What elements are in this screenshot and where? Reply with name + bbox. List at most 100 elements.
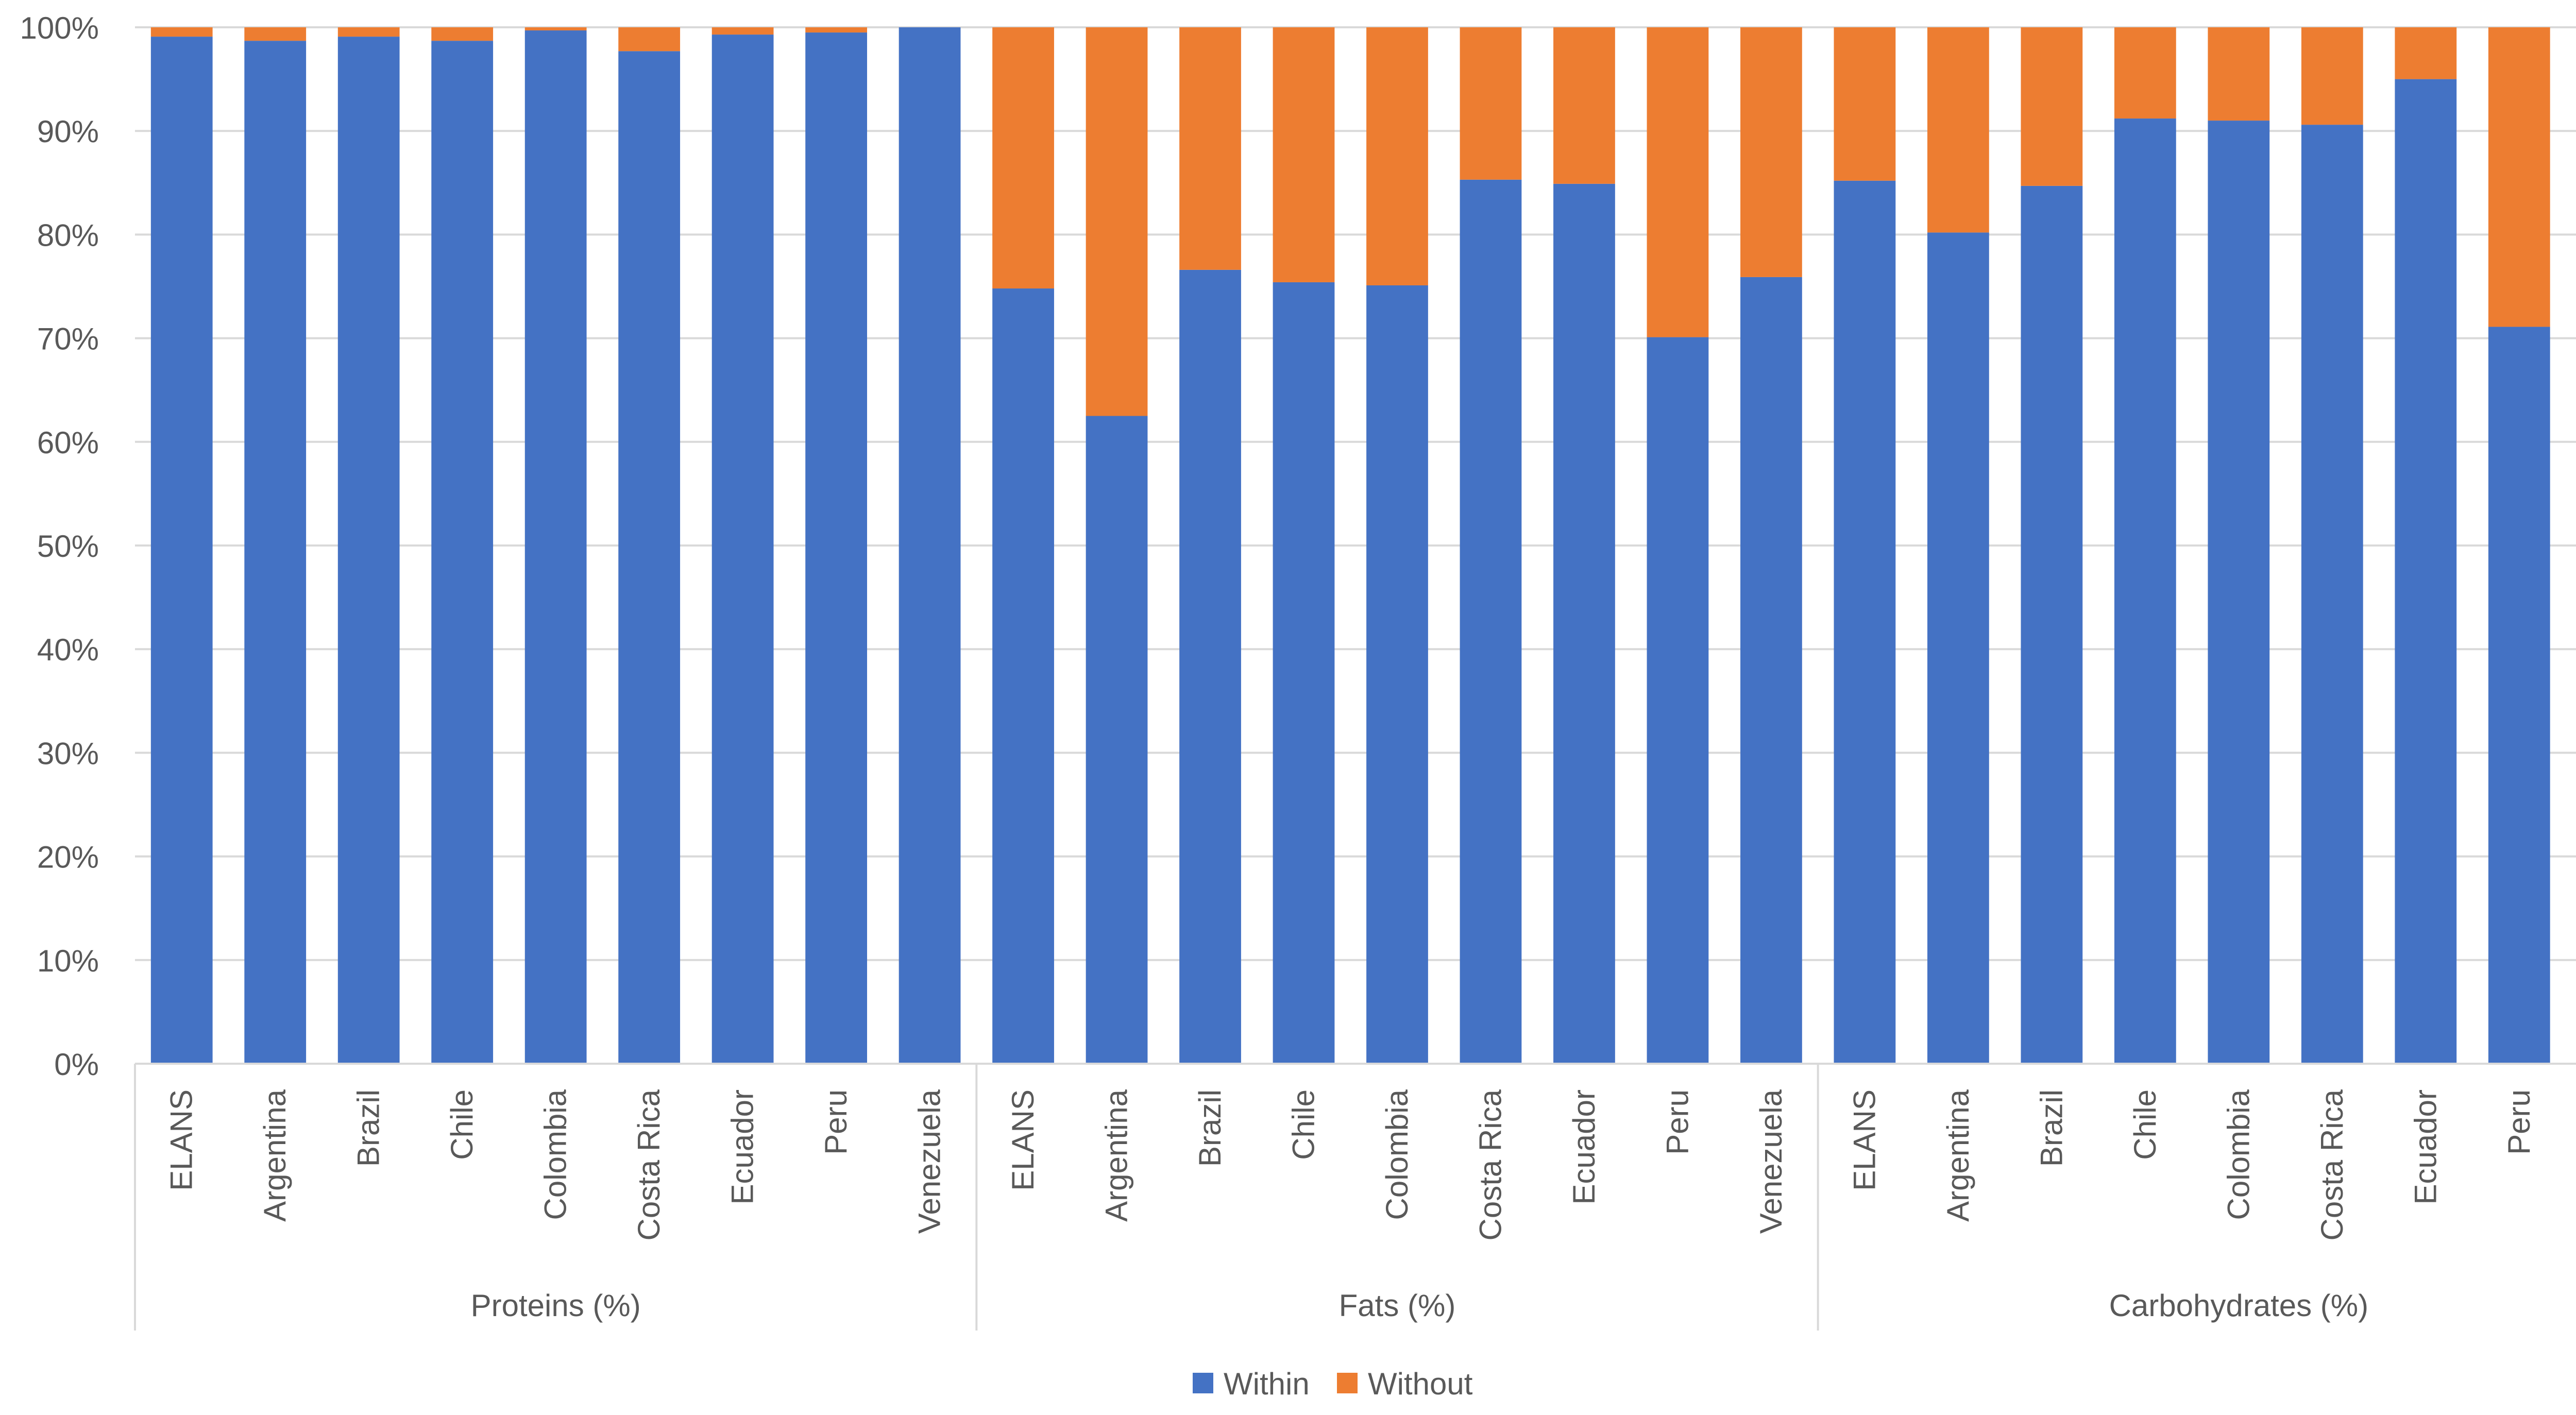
y-tick-label: 50%	[37, 529, 99, 564]
y-tick-label: 40%	[37, 633, 99, 667]
x-category-label: Peru	[2502, 1089, 2536, 1155]
bar-without	[2114, 27, 2176, 119]
x-group-label: Fats (%)	[1339, 1288, 1456, 1323]
bar-within	[244, 41, 307, 1064]
x-category-label: Ecuador	[1567, 1089, 1601, 1204]
bar-without	[1740, 27, 1802, 277]
bar-within	[992, 288, 1054, 1064]
bar-without	[1179, 27, 1241, 270]
x-category-label: Argentina	[1099, 1089, 1134, 1221]
bar-without	[711, 27, 774, 35]
x-category-label: ELANS	[1006, 1089, 1040, 1191]
bar-without	[431, 27, 494, 41]
x-category-label: Chile	[2128, 1089, 2162, 1160]
bar-without	[1086, 27, 1148, 416]
bar-within	[899, 27, 961, 1064]
legend-label-within: Within	[1224, 1367, 1310, 1401]
bar-without	[2395, 27, 2457, 79]
x-category-label: Costa Rica	[2315, 1089, 2349, 1240]
bar-without	[618, 27, 681, 52]
x-category-label: ELANS	[164, 1089, 199, 1191]
bar-without	[2301, 27, 2363, 125]
x-category-label: Colombia	[538, 1089, 573, 1220]
x-category-label: Brazil	[1193, 1089, 1227, 1167]
bar-within	[1460, 179, 1522, 1064]
bar-without	[1553, 27, 1615, 184]
bar-without	[1927, 27, 1989, 233]
y-tick-label: 90%	[37, 114, 99, 149]
bar-within	[1834, 180, 1896, 1064]
bar-without	[2021, 27, 2083, 186]
x-category-label: Peru	[1660, 1089, 1694, 1155]
bar-within	[1647, 337, 1709, 1064]
bar-within	[618, 51, 681, 1064]
bar-within	[2114, 118, 2176, 1064]
bar-without	[1647, 27, 1709, 337]
bar-within	[150, 37, 213, 1064]
bar-without	[1366, 27, 1428, 285]
x-category-label: Brazil	[351, 1089, 386, 1167]
bar-within	[2301, 125, 2363, 1064]
bar-without	[1460, 27, 1522, 180]
x-category-label: Costa Rica	[632, 1089, 666, 1240]
bar-within	[2488, 327, 2550, 1064]
bar-within	[1553, 183, 1615, 1064]
x-category-label: Argentina	[1941, 1089, 1975, 1221]
x-axis-category-labels: ELANS Argentina Brazil Chile Colombia Costa R…	[164, 1089, 2536, 1240]
x-category-label: Brazil	[2034, 1089, 2069, 1167]
bar-within	[1927, 232, 1989, 1064]
y-tick-label: 10%	[37, 944, 99, 978]
x-group-label: Proteins (%)	[471, 1288, 641, 1323]
bar-within	[2021, 185, 2083, 1064]
x-category-label: Chile	[445, 1089, 479, 1160]
bar-without	[2208, 27, 2270, 121]
x-category-label: Peru	[819, 1089, 853, 1155]
bar-without	[524, 27, 587, 31]
x-axis-group-labels: Proteins (%) Fats (%) Carbohydrates (%)	[471, 1288, 2368, 1323]
legend-swatch-within	[1193, 1373, 1213, 1393]
x-category-label: Venezuela	[1754, 1089, 1788, 1234]
bar-within	[2395, 79, 2457, 1064]
x-category-label: Ecuador	[2408, 1089, 2443, 1204]
bar-within	[805, 32, 867, 1064]
bar-without	[1273, 27, 1335, 282]
bar-within	[2208, 121, 2270, 1064]
legend-swatch-without	[1337, 1373, 1358, 1393]
bar-without	[992, 27, 1054, 289]
x-category-label: Costa Rica	[1473, 1089, 1507, 1240]
bar-within	[337, 37, 400, 1064]
y-tick-label: 80%	[37, 218, 99, 252]
bar-without	[150, 27, 213, 37]
bar-without	[244, 27, 307, 41]
y-tick-label: 20%	[37, 840, 99, 875]
x-category-label: Argentina	[258, 1089, 292, 1221]
x-category-label: Chile	[1286, 1089, 1321, 1160]
x-group-label: Carbohydrates (%)	[2109, 1288, 2369, 1323]
legend-label-without: Without	[1368, 1367, 1473, 1401]
bar-within	[1273, 282, 1335, 1064]
y-tick-label: 100%	[20, 11, 99, 45]
bar-within	[711, 35, 774, 1064]
x-category-label: Colombia	[1380, 1089, 1414, 1220]
bars	[150, 27, 2550, 1064]
bar-without	[1834, 27, 1896, 181]
bar-within	[1740, 277, 1802, 1064]
bar-within	[524, 30, 587, 1064]
bar-without	[805, 27, 867, 33]
y-axis-tick-labels: 0% 10% 20% 30% 40% 50% 60% 70% 80% 90% 100%	[20, 11, 99, 1082]
bar-without	[2488, 27, 2550, 327]
bar-within	[431, 41, 494, 1064]
bar-within	[1086, 416, 1148, 1064]
x-category-label: ELANS	[1847, 1089, 1882, 1191]
bar-within	[1179, 269, 1241, 1064]
legend: Within Without	[1193, 1367, 1473, 1401]
y-tick-label: 0%	[54, 1047, 99, 1082]
x-category-label: Colombia	[2221, 1089, 2256, 1220]
y-tick-label: 30%	[37, 736, 99, 771]
x-category-label: Venezuela	[912, 1089, 947, 1234]
x-category-label: Ecuador	[725, 1089, 760, 1204]
axes	[134, 1063, 2576, 1331]
bar-within	[1366, 285, 1428, 1064]
